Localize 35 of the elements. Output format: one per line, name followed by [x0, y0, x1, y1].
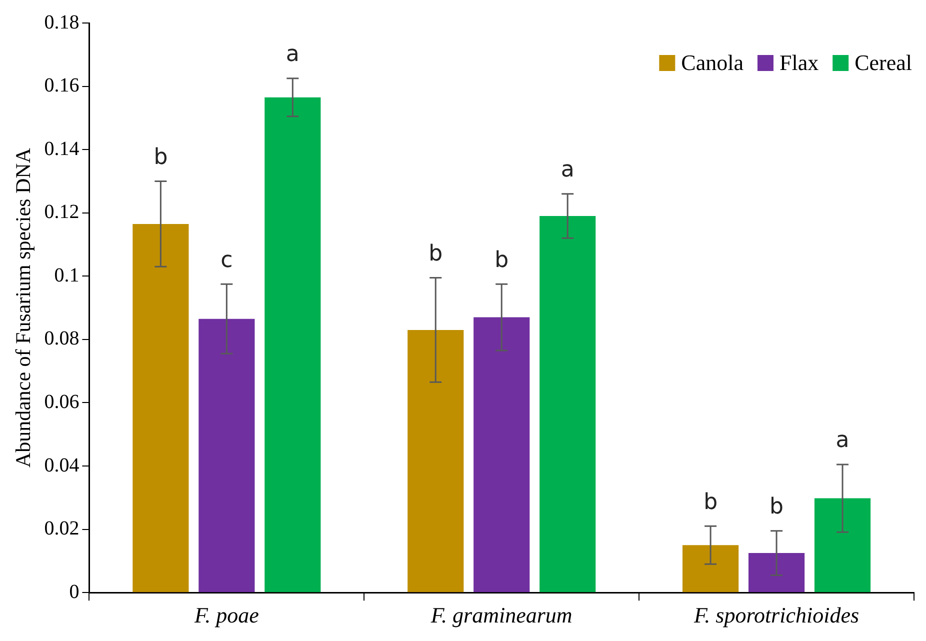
annotation: b [428, 241, 443, 266]
bar [132, 224, 189, 592]
legend-label: Canola [681, 50, 744, 75]
y-tick-label: 0.16 [44, 74, 80, 97]
x-tick-label: F. poae [193, 602, 260, 628]
bar [264, 97, 321, 592]
x-tick-label: F. graminearum [430, 602, 572, 628]
y-tick-label: 0.06 [44, 390, 80, 413]
y-tick-label: 0.12 [44, 201, 80, 224]
bar [748, 553, 805, 592]
bar [198, 318, 255, 592]
annotation: b [770, 494, 784, 520]
y-tick-label: 0 [69, 580, 80, 603]
annotation: a [560, 158, 574, 183]
y-tick-label: 0.18 [44, 11, 80, 34]
y-axis-title: Abundance of Fusarium species DNA [11, 147, 36, 468]
y-tick-label: 0.1 [54, 264, 80, 286]
x-tick-label: F. sporotrichioides [693, 602, 860, 628]
y-tick-label: 0.08 [44, 328, 80, 350]
annotation: b [494, 248, 509, 273]
annotation: c [220, 248, 233, 273]
bar [540, 216, 596, 592]
annotation: a [286, 42, 300, 68]
annotation: b [704, 490, 718, 515]
annotation: b [154, 144, 168, 170]
legend-label: Cereal [854, 50, 912, 75]
bar [682, 545, 739, 592]
bar [474, 317, 530, 592]
y-tick-label: 0.14 [44, 138, 80, 160]
y-tick-label: 0.02 [44, 518, 80, 540]
bar [814, 498, 871, 592]
legend-label: Flax [779, 50, 819, 75]
bar [408, 330, 464, 592]
y-tick-label: 0.04 [44, 454, 80, 476]
annotation: a [836, 428, 850, 454]
